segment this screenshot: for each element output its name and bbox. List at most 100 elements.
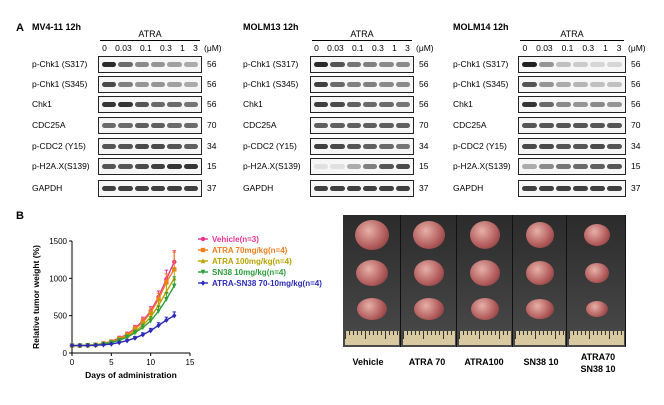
protein-band [590, 186, 605, 191]
dose-unit: (μM) [204, 43, 222, 53]
ruler-tick [419, 331, 420, 335]
protein-band [395, 144, 410, 149]
ruler-tick [389, 331, 390, 335]
protein-band [134, 186, 149, 191]
ruler-tick [439, 331, 440, 335]
protein-band [395, 102, 410, 107]
molecular-weight-label: 70 [207, 120, 217, 130]
protein-band [167, 102, 182, 107]
protein-band [102, 82, 117, 87]
ruler-tick [613, 331, 614, 335]
molecular-weight-label: 56 [631, 59, 641, 69]
protein-band [607, 62, 622, 67]
protein-band [362, 82, 378, 87]
tumor-specimen [357, 298, 387, 320]
protein-band [150, 144, 166, 149]
molecular-weight-label: 34 [631, 141, 641, 151]
protein-band [607, 144, 622, 149]
ruler-tick [403, 331, 404, 339]
data-point [124, 335, 130, 341]
blot-strip [98, 180, 202, 197]
protein-band [607, 102, 622, 107]
protein-band [118, 102, 133, 107]
protein-band [522, 82, 537, 87]
protein-band [118, 62, 133, 67]
ruler-tick [451, 331, 452, 335]
protein-band [379, 144, 394, 149]
molecular-weight-label: 34 [419, 141, 429, 151]
protein-band [346, 123, 361, 128]
data-point [101, 342, 106, 348]
ruler-tick [443, 331, 444, 339]
molecular-weight-label: 15 [419, 161, 429, 171]
protein-band [522, 164, 537, 169]
protein-band [183, 62, 198, 67]
ruler-tick [519, 331, 520, 335]
protein-band [607, 82, 622, 87]
ruler-tick [483, 331, 484, 335]
blot-strip [98, 158, 202, 175]
data-point [132, 330, 138, 336]
dose-label: 0.3 [582, 43, 595, 53]
ruler-tick [431, 331, 432, 335]
molecular-weight-label: 15 [207, 161, 217, 171]
protein-band [167, 82, 182, 87]
protein-band [539, 164, 554, 169]
protein-band [522, 62, 537, 67]
ruler-tick [411, 331, 412, 335]
dose-label: 0.03 [327, 43, 344, 53]
tumor-column [343, 215, 401, 347]
ruler-tick [573, 331, 574, 335]
blot-strip [98, 96, 202, 113]
protein-band [395, 62, 410, 67]
ruler-tick [487, 331, 488, 335]
ruler-tick [435, 331, 436, 335]
treatment-label: ATRA [560, 29, 584, 39]
panel-a-label: A [16, 22, 24, 34]
ruler-tick [605, 331, 606, 335]
ruler-tick [397, 331, 398, 335]
ruler-tick [551, 331, 552, 335]
treatment-bracket-line [520, 40, 624, 41]
protein-label: CDC25A [453, 120, 487, 130]
data-point [156, 322, 161, 329]
protein-band [314, 102, 329, 107]
ruler-tick [407, 331, 408, 335]
protein-label: CDC25A [243, 120, 277, 130]
data-point [164, 317, 169, 323]
protein-band [539, 123, 554, 128]
protein-band [379, 164, 394, 169]
data-point [172, 312, 177, 319]
ruler [459, 331, 511, 345]
tumor-specimen [356, 260, 388, 286]
protein-band [314, 123, 329, 128]
protein-band [183, 123, 198, 128]
tumor-column [513, 215, 567, 347]
blot-strip [518, 158, 626, 175]
legend-entry: ATRA 70mg/kg(n=4) [198, 246, 288, 255]
data-point [69, 342, 75, 349]
dose-unit: (μM) [416, 43, 434, 53]
blot-strip [518, 96, 626, 113]
ruler-tick [427, 331, 428, 335]
ruler [345, 331, 399, 345]
protein-band [183, 144, 198, 149]
protein-label: p-H2A.X(S139) [453, 161, 511, 171]
protein-label: Chk1 [453, 99, 473, 109]
protein-band [573, 62, 588, 67]
protein-band [607, 123, 622, 128]
ruler-tick [601, 331, 602, 335]
legend-label: ATRA 70mg/kg(n=4) [212, 246, 288, 255]
protein-band [183, 186, 198, 191]
ruler-tick [475, 331, 476, 335]
tumor-specimen [470, 221, 500, 249]
y-tick-label: 1500 [49, 237, 67, 246]
tumor-specimen [470, 260, 500, 286]
protein-band [395, 82, 410, 87]
ruler-tick [349, 331, 350, 335]
protein-band [379, 102, 394, 107]
treatment-bracket-line [100, 40, 200, 41]
ruler-tick [491, 331, 492, 335]
protein-band [183, 82, 198, 87]
protein-label: GAPDH [453, 183, 484, 193]
